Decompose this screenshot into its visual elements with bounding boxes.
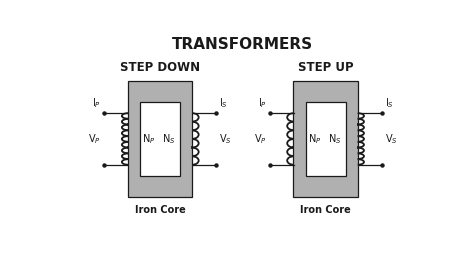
Bar: [306, 102, 346, 176]
Text: TRANSFORMERS: TRANSFORMERS: [173, 37, 313, 52]
Text: I$_P$: I$_P$: [92, 96, 101, 110]
Text: STEP UP: STEP UP: [298, 61, 354, 74]
Text: Iron Core: Iron Core: [135, 205, 186, 215]
Text: V$_P$: V$_P$: [89, 132, 101, 146]
Text: I$_S$: I$_S$: [384, 96, 393, 110]
Bar: [293, 81, 358, 197]
Text: V$_P$: V$_P$: [254, 132, 266, 146]
Text: N$_P$: N$_P$: [142, 132, 156, 146]
Text: I$_S$: I$_S$: [219, 96, 228, 110]
Text: N$_S$: N$_S$: [162, 132, 176, 146]
Text: STEP DOWN: STEP DOWN: [120, 61, 201, 74]
Text: Iron Core: Iron Core: [300, 205, 351, 215]
Text: V$_S$: V$_S$: [384, 132, 397, 146]
Text: N$_P$: N$_P$: [308, 132, 321, 146]
Text: N$_S$: N$_S$: [328, 132, 341, 146]
Bar: [128, 81, 192, 197]
Text: V$_S$: V$_S$: [219, 132, 232, 146]
Text: I$_P$: I$_P$: [257, 96, 266, 110]
Bar: [140, 102, 180, 176]
